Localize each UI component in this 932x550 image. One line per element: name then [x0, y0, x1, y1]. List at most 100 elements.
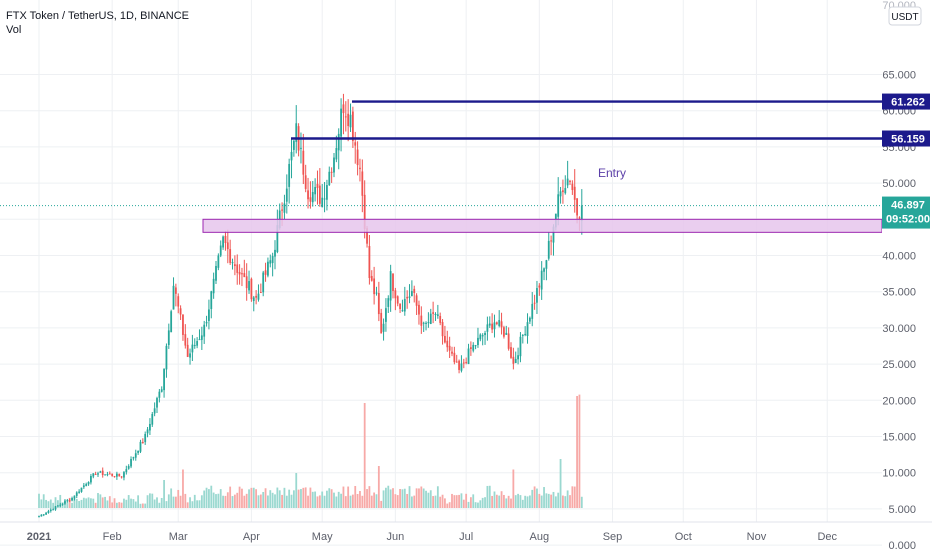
- candle[interactable]: [474, 344, 477, 350]
- candle[interactable]: [274, 240, 276, 270]
- candle[interactable]: [139, 439, 142, 454]
- candle[interactable]: [314, 178, 317, 202]
- candle[interactable]: [153, 402, 156, 417]
- candle[interactable]: [429, 308, 432, 325]
- candle[interactable]: [323, 181, 326, 213]
- candle[interactable]: [149, 418, 151, 436]
- entry-zone-box[interactable]: [202, 218, 883, 233]
- candle[interactable]: [538, 283, 541, 296]
- candle[interactable]: [507, 327, 510, 351]
- candle[interactable]: [137, 450, 140, 455]
- candle[interactable]: [99, 470, 102, 473]
- candle[interactable]: [389, 264, 392, 312]
- candle[interactable]: [356, 141, 359, 176]
- candle[interactable]: [354, 131, 357, 164]
- candle[interactable]: [160, 386, 163, 393]
- candle[interactable]: [531, 292, 534, 327]
- candle[interactable]: [359, 158, 361, 182]
- candle[interactable]: [448, 336, 451, 358]
- candle[interactable]: [267, 257, 269, 278]
- candle[interactable]: [45, 511, 47, 515]
- candle[interactable]: [198, 329, 201, 341]
- candle[interactable]: [512, 347, 515, 370]
- candle[interactable]: [392, 273, 394, 299]
- candle[interactable]: [543, 267, 545, 281]
- candle[interactable]: [101, 467, 104, 478]
- candle[interactable]: [118, 473, 121, 477]
- candle[interactable]: [328, 166, 331, 186]
- candle[interactable]: [271, 252, 274, 277]
- candle[interactable]: [342, 93, 345, 135]
- candle[interactable]: [113, 475, 116, 478]
- candle[interactable]: [127, 464, 130, 470]
- candle[interactable]: [479, 333, 482, 342]
- candle[interactable]: [569, 179, 571, 186]
- candle[interactable]: [403, 286, 406, 316]
- candle[interactable]: [111, 473, 114, 477]
- candle[interactable]: [203, 320, 206, 344]
- candle[interactable]: [309, 181, 312, 209]
- candle[interactable]: [208, 299, 210, 330]
- candle[interactable]: [64, 499, 66, 505]
- candle[interactable]: [68, 498, 71, 503]
- candle[interactable]: [233, 255, 236, 276]
- candle[interactable]: [255, 290, 258, 305]
- candle[interactable]: [120, 476, 123, 479]
- candle[interactable]: [335, 135, 338, 163]
- candle[interactable]: [427, 312, 430, 328]
- candle[interactable]: [344, 101, 347, 132]
- candle[interactable]: [318, 168, 321, 207]
- candle[interactable]: [90, 473, 92, 485]
- candle[interactable]: [172, 277, 175, 310]
- candle[interactable]: [564, 175, 567, 195]
- candle[interactable]: [441, 319, 444, 345]
- candle[interactable]: [42, 514, 45, 517]
- candle[interactable]: [134, 449, 137, 461]
- candle[interactable]: [241, 267, 243, 287]
- candle[interactable]: [477, 327, 479, 348]
- candle[interactable]: [165, 343, 168, 378]
- price-axis[interactable]: 70.00065.00060.00055.00050.00045.00040.0…: [882, 0, 932, 550]
- candle[interactable]: [215, 260, 217, 285]
- candle[interactable]: [177, 293, 180, 314]
- candle[interactable]: [290, 138, 293, 179]
- candle[interactable]: [422, 321, 425, 332]
- candle[interactable]: [413, 285, 416, 303]
- candle[interactable]: [85, 482, 88, 487]
- candle[interactable]: [224, 230, 227, 251]
- candle[interactable]: [163, 368, 165, 398]
- candle[interactable]: [205, 315, 208, 327]
- candle[interactable]: [540, 261, 543, 300]
- candle[interactable]: [158, 389, 161, 403]
- volume-indicator-label[interactable]: Vol: [6, 24, 22, 36]
- candle[interactable]: [517, 347, 519, 365]
- candle[interactable]: [264, 262, 267, 282]
- candle[interactable]: [151, 411, 154, 427]
- candle[interactable]: [420, 306, 423, 334]
- candle[interactable]: [40, 514, 43, 517]
- candle[interactable]: [491, 313, 494, 334]
- candle[interactable]: [179, 305, 182, 320]
- candle[interactable]: [333, 152, 335, 178]
- candle[interactable]: [505, 325, 508, 335]
- candle[interactable]: [519, 332, 522, 363]
- candle[interactable]: [462, 358, 465, 369]
- candle[interactable]: [521, 334, 524, 344]
- candle[interactable]: [141, 438, 144, 444]
- candle[interactable]: [444, 325, 446, 344]
- candle[interactable]: [132, 456, 135, 461]
- candle[interactable]: [545, 259, 548, 281]
- candle[interactable]: [184, 324, 187, 349]
- candle[interactable]: [146, 426, 149, 438]
- candle[interactable]: [59, 502, 62, 508]
- candle[interactable]: [156, 396, 158, 414]
- candle[interactable]: [377, 281, 380, 322]
- candle[interactable]: [493, 314, 496, 338]
- candle[interactable]: [387, 295, 390, 313]
- candle[interactable]: [56, 505, 59, 507]
- candle[interactable]: [370, 270, 373, 282]
- candle[interactable]: [217, 253, 220, 271]
- candle[interactable]: [38, 515, 40, 518]
- candle[interactable]: [439, 312, 442, 326]
